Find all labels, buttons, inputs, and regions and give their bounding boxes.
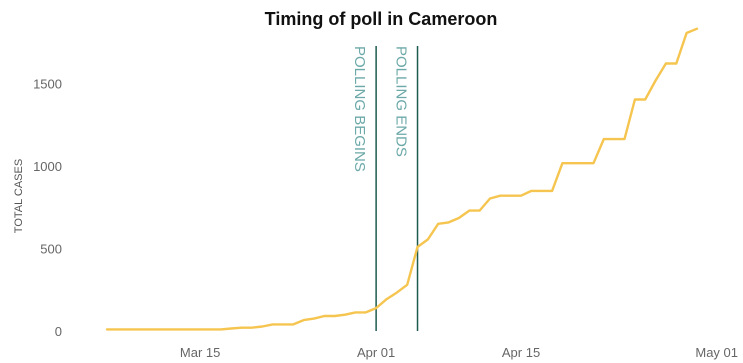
y-axis-label: TOTAL CASES (13, 159, 25, 233)
annotation-label: POLLING ENDS (393, 46, 410, 157)
x-tick-label: Apr 01 (357, 345, 395, 360)
y-tick-label: 500 (40, 242, 62, 257)
y-axis: 0 500 1000 1500 (33, 77, 62, 340)
annotations: POLLING BEGINS POLLING ENDS (351, 46, 419, 331)
x-axis: Mar 15 Apr 01 Apr 15 May 01 (180, 345, 738, 360)
y-tick-label: 1500 (33, 77, 62, 92)
y-tick-label: 1000 (33, 159, 62, 174)
x-tick-label: Apr 15 (502, 345, 540, 360)
y-tick-label: 0 (55, 324, 62, 339)
series-lines (105, 27, 699, 331)
x-tick-label: May 01 (695, 345, 738, 360)
x-tick-label: Mar 15 (180, 345, 220, 360)
series-line (105, 27, 699, 331)
annotation-label: POLLING BEGINS (351, 46, 368, 172)
chart-title: Timing of poll in Cameroon (265, 9, 498, 29)
